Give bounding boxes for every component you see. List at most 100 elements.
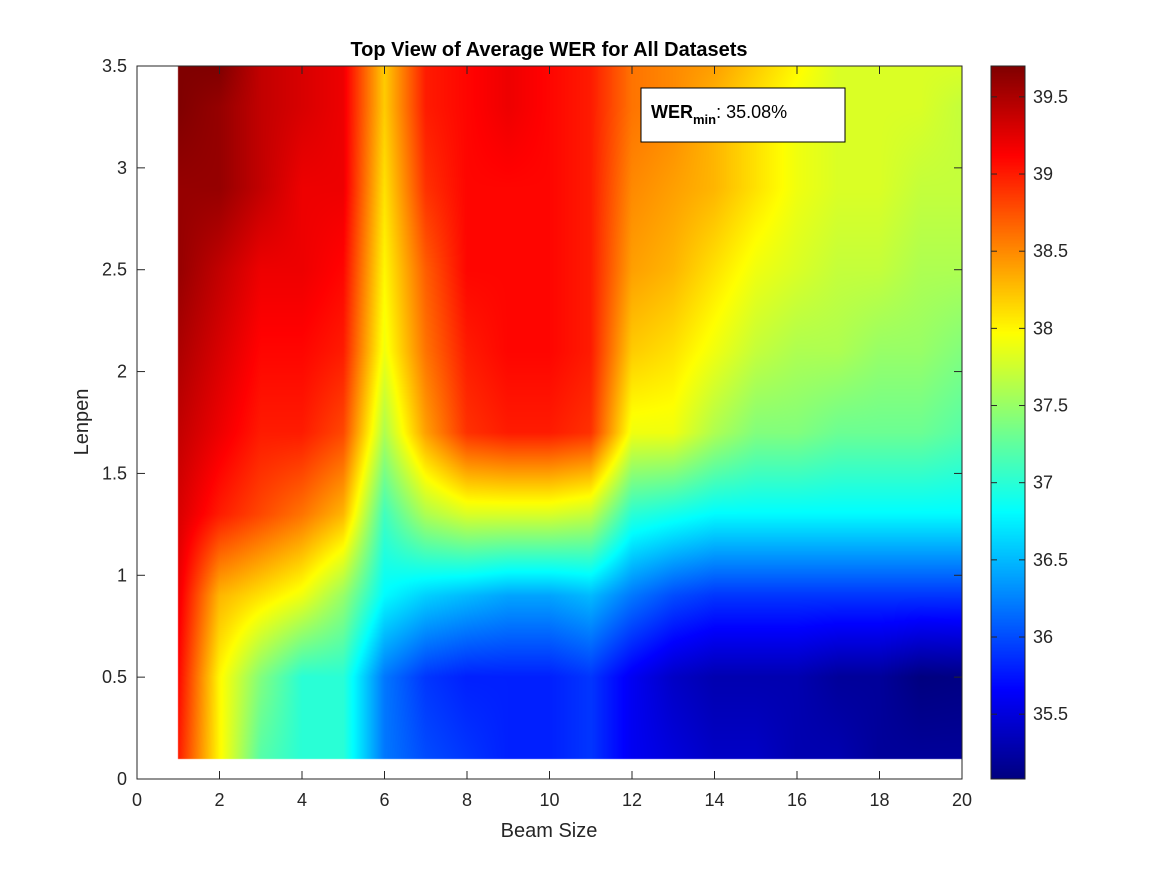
heatmap-cell — [753, 430, 759, 436]
heatmap-cell — [299, 756, 305, 762]
y-tick-label: 0.5 — [102, 667, 127, 687]
y-tick-label: 3 — [117, 158, 127, 178]
heatmap-cell — [877, 185, 883, 191]
heatmap-cell — [835, 430, 841, 436]
heatmap-cell — [423, 756, 429, 762]
heatmap-cell — [175, 756, 181, 762]
heatmap-cell — [794, 593, 800, 599]
heatmap-cell — [505, 267, 511, 273]
heatmap-cell — [423, 674, 429, 680]
svg-text:WERmin: 35.08%: WERmin: 35.08% — [651, 102, 787, 127]
heatmap-cell — [382, 348, 388, 354]
heatmap-cell — [340, 674, 346, 680]
heatmap-cell — [835, 185, 841, 191]
heatmap-cell — [175, 511, 181, 517]
heatmap-cell — [712, 348, 718, 354]
heatmap-cell — [175, 593, 181, 599]
heatmap-cell — [877, 511, 883, 517]
x-tick-label: 10 — [539, 790, 559, 810]
heatmap-cell — [588, 185, 594, 191]
heatmap-cell — [464, 104, 470, 110]
heatmap-cell — [918, 593, 924, 599]
heatmap-cell — [258, 593, 264, 599]
heatmap-cell — [670, 348, 676, 354]
heatmap-cell — [794, 756, 800, 762]
heatmap-cell — [712, 430, 718, 436]
heatmap-cell — [877, 430, 883, 436]
heatmap-cell — [629, 104, 635, 110]
heatmap-cell — [835, 756, 841, 762]
heatmap-cell — [588, 104, 594, 110]
heatmap-cell — [629, 348, 635, 354]
heatmap-cell — [629, 511, 635, 517]
x-tick-label: 0 — [132, 790, 142, 810]
colorbar-tick-label: 36 — [1033, 627, 1053, 647]
colorbar-tick-label: 35.5 — [1033, 704, 1068, 724]
heatmap-cell — [217, 185, 223, 191]
x-tick-label: 8 — [462, 790, 472, 810]
heatmap-cell — [258, 756, 264, 762]
heatmap-cell — [547, 593, 553, 599]
colorbar-gradient — [991, 66, 1025, 779]
heatmap-cell — [217, 104, 223, 110]
heatmap-cell — [464, 593, 470, 599]
heatmap-cell — [382, 185, 388, 191]
heatmap-cell — [712, 674, 718, 680]
colorbar-tick-label: 39.5 — [1033, 87, 1068, 107]
heatmap-cell — [175, 267, 181, 273]
y-axis-label: Lenpen — [71, 389, 93, 456]
heatmap-cell — [505, 104, 511, 110]
heatmap-cell — [547, 674, 553, 680]
y-tick-label: 1 — [117, 565, 127, 585]
heatmap-cell — [217, 593, 223, 599]
heatmap-cell — [340, 185, 346, 191]
colorbar-tick-label: 37.5 — [1033, 396, 1068, 416]
heatmap-cell — [258, 104, 264, 110]
heatmap-cell — [629, 756, 635, 762]
heatmap-cell — [629, 267, 635, 273]
heatmap-cell — [340, 104, 346, 110]
heatmap-cell — [670, 756, 676, 762]
heatmap-cell — [505, 593, 511, 599]
heatmap-cell — [794, 185, 800, 191]
heatmap-cell — [712, 593, 718, 599]
heatmap-cell — [918, 104, 924, 110]
annotation-label: WER — [651, 102, 693, 122]
heatmap-cell — [588, 348, 594, 354]
heatmap-cell — [299, 348, 305, 354]
x-axis-label: Beam Size — [501, 820, 598, 842]
heatmap-cell — [382, 756, 388, 762]
x-tick-label: 20 — [952, 790, 972, 810]
heatmap-cell — [217, 511, 223, 517]
heatmap-cell — [918, 756, 924, 762]
heatmap-cell — [794, 674, 800, 680]
colorbar-tick-label: 38 — [1033, 318, 1053, 338]
heatmap-cell — [670, 674, 676, 680]
heatmap-cell — [670, 185, 676, 191]
y-tick-label: 2.5 — [102, 260, 127, 280]
x-tick-label: 18 — [869, 790, 889, 810]
heatmap-cell — [547, 185, 553, 191]
heatmap-cell — [423, 185, 429, 191]
colorbar-tick-label: 36.5 — [1033, 550, 1068, 570]
heatmap-cell — [918, 185, 924, 191]
heatmap-cell — [918, 348, 924, 354]
heatmap-cell — [588, 511, 594, 517]
heatmap-cell — [217, 348, 223, 354]
colorbar-tick-label: 37 — [1033, 473, 1053, 493]
heatmap-cell — [258, 674, 264, 680]
heatmap-cell — [299, 185, 305, 191]
chart-title: Top View of Average WER for All Datasets — [350, 39, 747, 61]
heatmap-cell — [877, 267, 883, 273]
heatmap-cell — [217, 674, 223, 680]
heatmap-cell — [877, 104, 883, 110]
heatmap-cell — [835, 511, 841, 517]
x-tick-label: 6 — [379, 790, 389, 810]
heatmap-cell — [670, 511, 676, 517]
heatmap-cell — [918, 267, 924, 273]
heatmap-cell — [382, 511, 388, 517]
heatmap-cell — [258, 267, 264, 273]
heatmap-cell — [835, 674, 841, 680]
x-axis: 0 2 4 6 8 10 12 14 16 18 20 — [132, 66, 972, 810]
